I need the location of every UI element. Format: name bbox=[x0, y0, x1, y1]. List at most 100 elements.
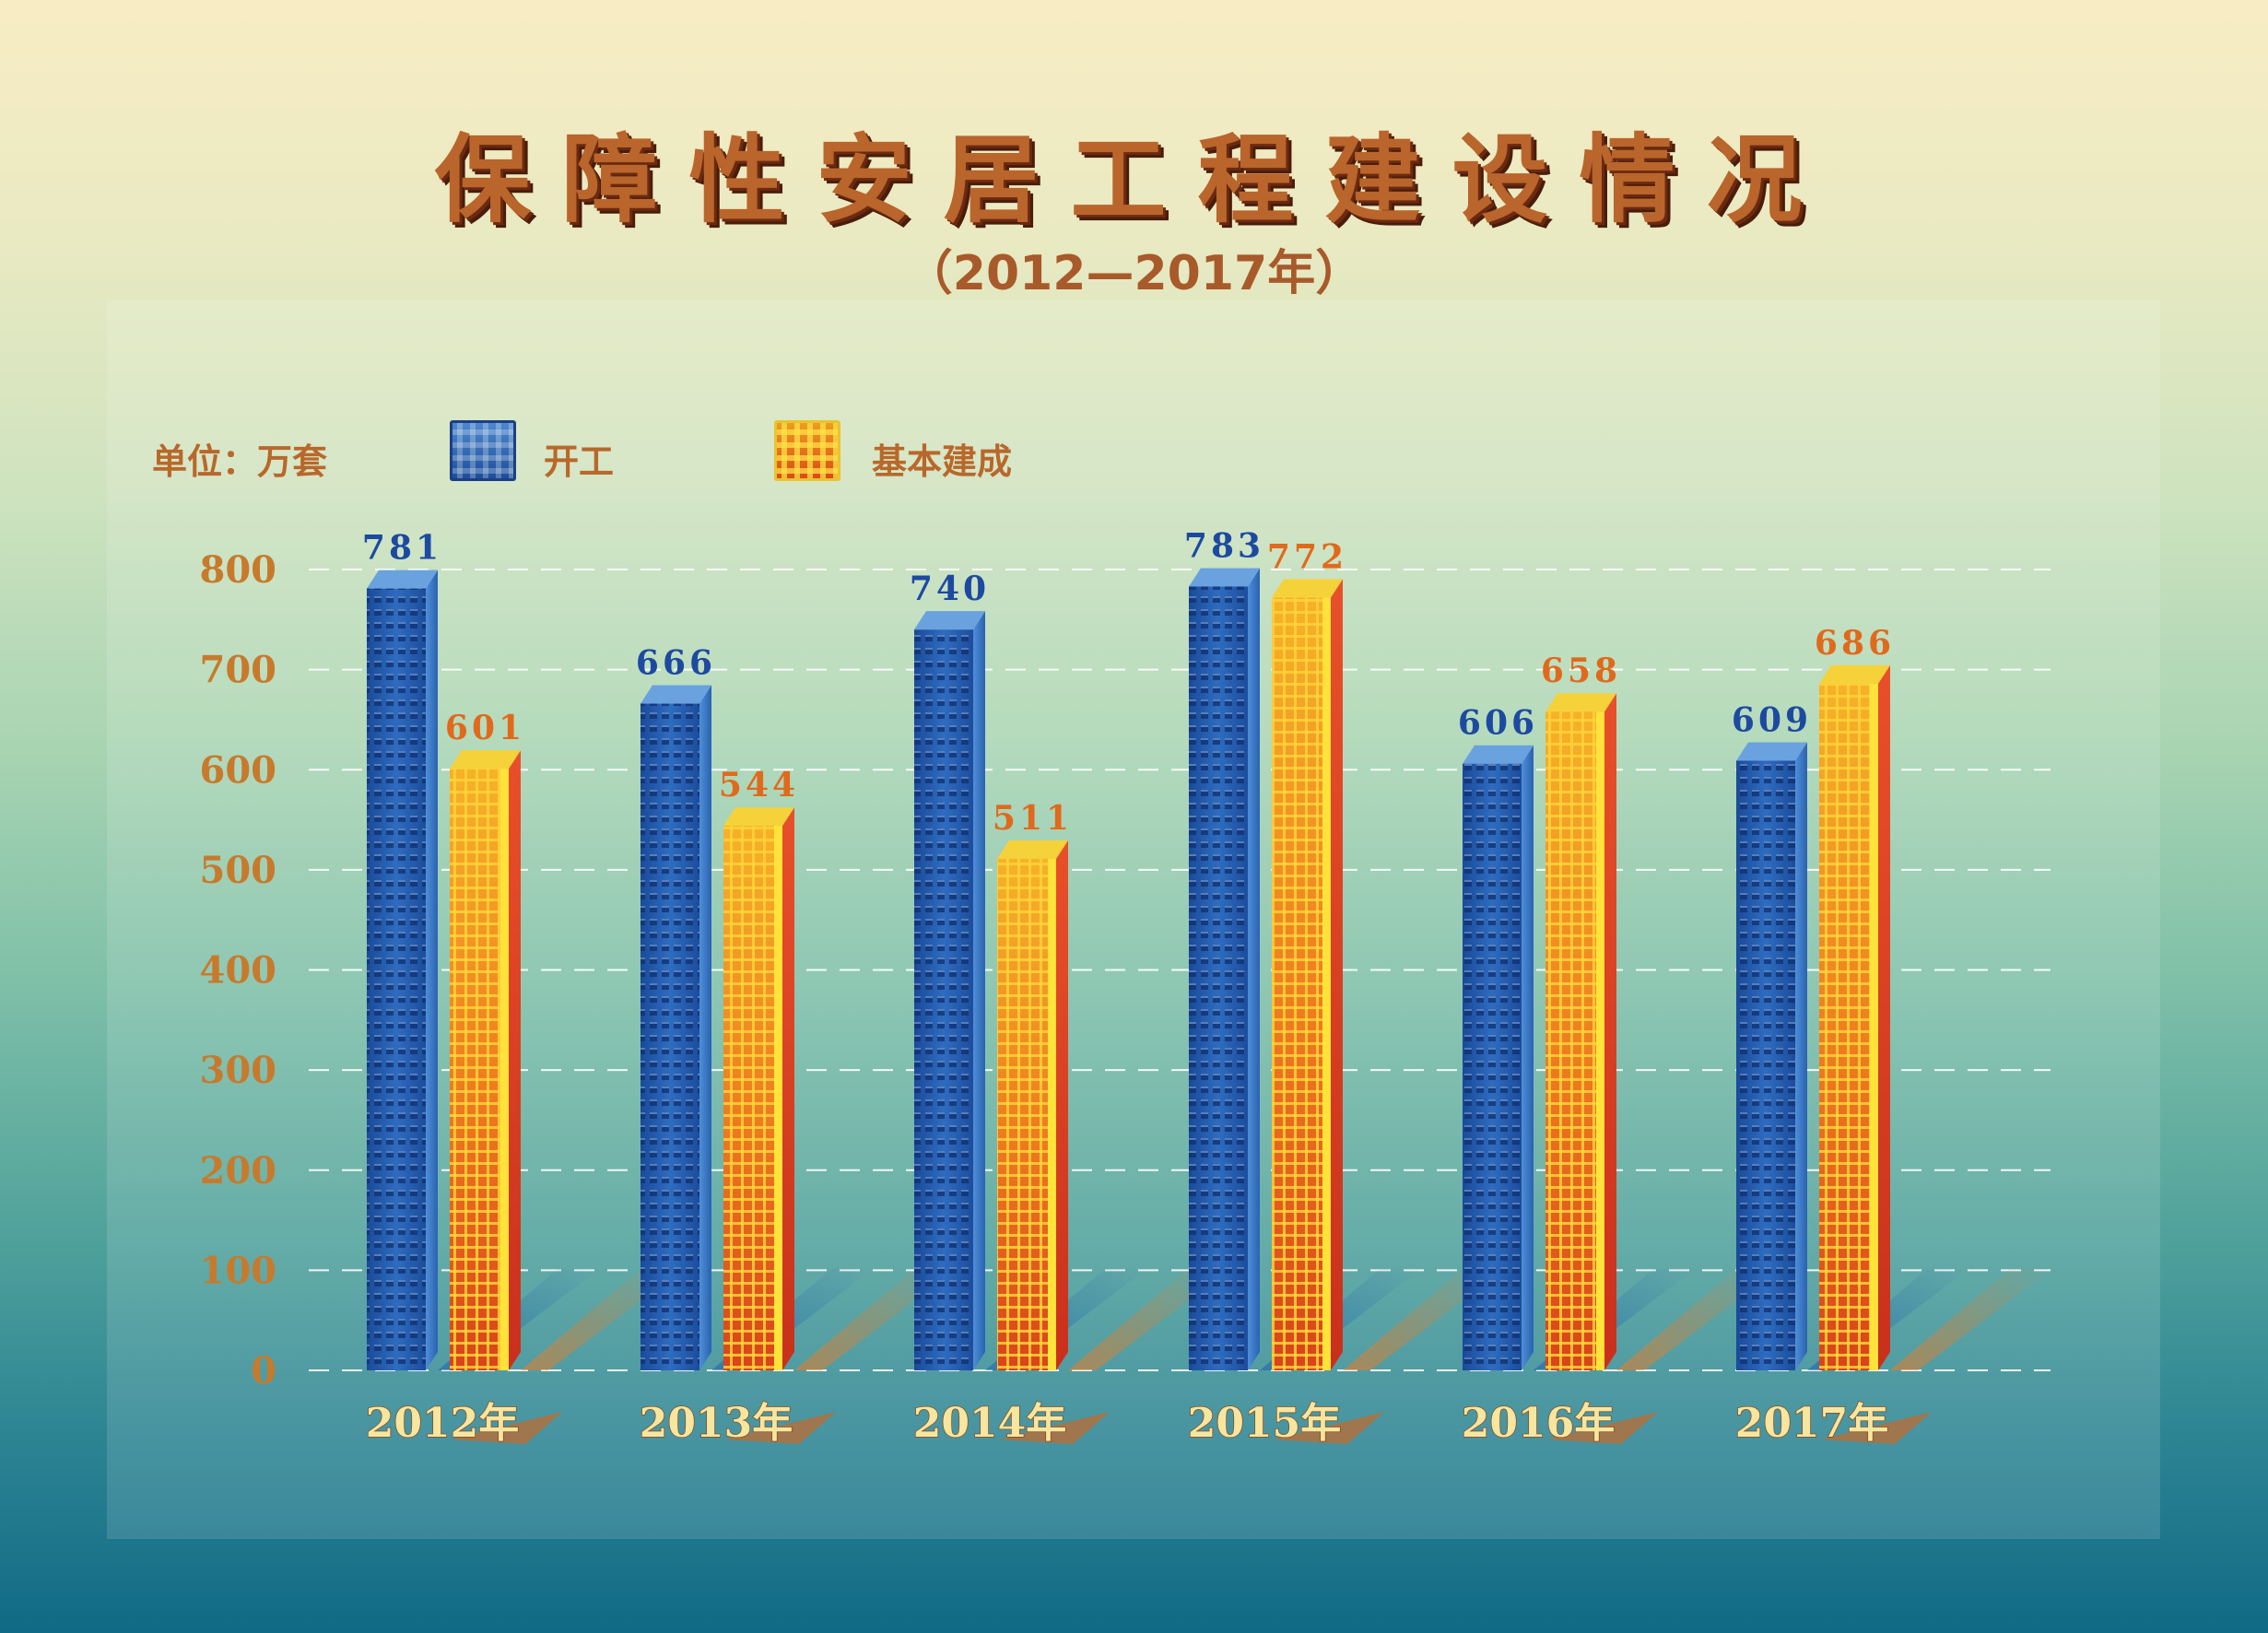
legend-swatch-kaigong bbox=[450, 420, 516, 481]
bar-windows bbox=[914, 629, 973, 1370]
bar-jiben-jiancheng bbox=[450, 750, 521, 1370]
x-tick-label: 2014年 bbox=[913, 1400, 1066, 1447]
bar-side bbox=[973, 611, 985, 1370]
bar-side bbox=[1331, 579, 1343, 1370]
bar-top bbox=[723, 807, 794, 827]
x-tick-decoration bbox=[999, 1412, 1110, 1444]
bar-side bbox=[1248, 568, 1260, 1370]
x-axis: 2012年 2013年 2014年 2015年 2016年 2017年 bbox=[365, 1399, 1932, 1448]
x-tick-decoration bbox=[452, 1412, 562, 1444]
y-tick-label: 300 bbox=[200, 1049, 277, 1092]
bars bbox=[367, 568, 1890, 1370]
y-tick-label: 400 bbox=[200, 949, 277, 993]
bar-top bbox=[1545, 693, 1616, 712]
bar-edge bbox=[1596, 711, 1604, 1370]
value-label-jiben-jiancheng: 511 bbox=[993, 799, 1073, 838]
bar-top bbox=[1736, 742, 1807, 761]
x-tick-label: 2016年 bbox=[1462, 1400, 1615, 1447]
bar-top bbox=[367, 570, 438, 589]
bar-windows bbox=[1736, 760, 1795, 1370]
value-label-kaigong: 783 bbox=[1184, 526, 1264, 565]
x-tick-decoration bbox=[1547, 1412, 1658, 1444]
value-label-kaigong: 609 bbox=[1732, 700, 1812, 739]
bar-windows bbox=[1189, 586, 1248, 1370]
bar-top bbox=[1463, 745, 1534, 764]
bar-top bbox=[450, 750, 521, 770]
x-tick-decoration bbox=[1821, 1412, 1932, 1444]
bar-side bbox=[699, 685, 711, 1370]
bar-jiben-jiancheng bbox=[1819, 664, 1890, 1370]
bar-kaigong bbox=[914, 611, 985, 1370]
y-tick-label: 800 bbox=[200, 548, 277, 592]
bar-edge bbox=[500, 769, 509, 1370]
bar-side bbox=[782, 807, 794, 1370]
x-tick-decoration bbox=[725, 1412, 836, 1444]
bar-jiben-jiancheng bbox=[723, 807, 794, 1370]
x-tick-label: 2012年 bbox=[366, 1400, 519, 1447]
bar-top bbox=[1189, 568, 1260, 587]
y-axis: 0 100 200 300 400 500 600 700 800 bbox=[200, 548, 277, 1392]
bar-windows bbox=[723, 826, 782, 1370]
y-tick-label: 600 bbox=[200, 748, 277, 792]
y-tick-label: 0 bbox=[251, 1349, 276, 1392]
bar-side bbox=[509, 750, 521, 1370]
bar-jiben-jiancheng bbox=[997, 840, 1068, 1370]
gridlines bbox=[309, 569, 2051, 1371]
value-label-kaigong: 606 bbox=[1458, 704, 1538, 743]
bar-edge bbox=[1322, 597, 1331, 1370]
value-label-jiben-jiancheng: 544 bbox=[719, 766, 799, 805]
bar-top bbox=[997, 840, 1068, 859]
bar-windows bbox=[1819, 683, 1878, 1370]
bar-jiben-jiancheng bbox=[1272, 579, 1343, 1370]
legend-label-jiben-jiancheng: 基本建成 bbox=[872, 441, 1013, 482]
bar-edge bbox=[1048, 858, 1056, 1370]
bar-side bbox=[426, 570, 438, 1370]
bar-kaigong bbox=[367, 570, 438, 1370]
bar-side bbox=[1604, 693, 1616, 1370]
y-tick-label: 700 bbox=[200, 649, 277, 692]
bar-top bbox=[1272, 579, 1343, 598]
bar-kaigong bbox=[640, 685, 711, 1370]
bar-windows bbox=[997, 858, 1056, 1370]
value-label-kaigong: 781 bbox=[362, 529, 442, 568]
bar-windows bbox=[1272, 597, 1331, 1370]
bar-jiben-jiancheng bbox=[1545, 693, 1616, 1370]
legend-swatch-jiben-jiancheng bbox=[774, 420, 840, 481]
bar-kaigong bbox=[1463, 745, 1534, 1370]
unit-label: 单位：万套 bbox=[152, 441, 328, 482]
bar-kaigong bbox=[1736, 742, 1807, 1370]
bar-top bbox=[1819, 664, 1890, 684]
chart-subtitle: （2012—2017年） bbox=[904, 246, 1364, 301]
bar-side bbox=[1795, 742, 1807, 1370]
value-label-jiben-jiancheng: 658 bbox=[1541, 652, 1621, 690]
bar-edge bbox=[774, 826, 782, 1370]
value-label-kaigong: 666 bbox=[636, 644, 716, 683]
bar-side bbox=[1878, 664, 1890, 1370]
bar-windows bbox=[1463, 763, 1522, 1370]
value-label-jiben-jiancheng: 601 bbox=[445, 709, 525, 747]
bar-top bbox=[640, 685, 711, 704]
x-tick-label: 2013年 bbox=[640, 1400, 793, 1447]
x-tick-label: 2015年 bbox=[1188, 1400, 1341, 1447]
bar-windows bbox=[450, 769, 509, 1370]
bar-side bbox=[1522, 745, 1534, 1370]
bar-windows bbox=[640, 703, 699, 1370]
y-tick-label: 500 bbox=[200, 849, 277, 892]
x-tick-decoration bbox=[1274, 1412, 1384, 1444]
y-tick-label: 200 bbox=[200, 1149, 277, 1192]
chart-title: 保障性安居工程建设情况 bbox=[434, 123, 1834, 236]
x-tick-label: 2017年 bbox=[1735, 1400, 1888, 1447]
y-tick-label: 100 bbox=[200, 1249, 277, 1292]
bar-top bbox=[914, 611, 985, 630]
bar-kaigong bbox=[1189, 568, 1260, 1370]
bar-edge bbox=[1870, 683, 1878, 1370]
bar-windows bbox=[1545, 711, 1604, 1370]
legend-label-kaigong: 开工 bbox=[544, 441, 615, 482]
value-label-jiben-jiancheng: 772 bbox=[1267, 537, 1347, 576]
bar-windows bbox=[367, 588, 426, 1370]
bar-side bbox=[1056, 840, 1068, 1370]
bar-shadow bbox=[1890, 1269, 2051, 1370]
value-label-jiben-jiancheng: 686 bbox=[1815, 624, 1895, 663]
